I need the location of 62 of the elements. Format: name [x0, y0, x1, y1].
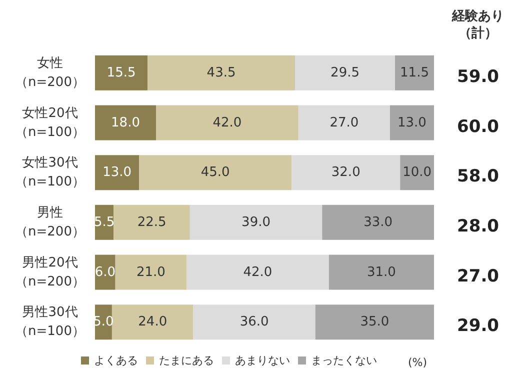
bar	[148, 55, 296, 90]
data-label: 33.0	[364, 214, 393, 230]
bar	[112, 304, 194, 340]
bar	[390, 105, 434, 140]
data-label: 21.0	[136, 264, 166, 280]
data-label: 6.0	[94, 264, 116, 280]
data-label: 24.0	[138, 314, 168, 330]
data-label: 13.0	[102, 165, 132, 180]
y-tick-label: 女性（n=200）	[15, 56, 85, 90]
legend-label: あまりない	[235, 354, 290, 367]
data-label: 32.0	[331, 165, 360, 180]
bar	[95, 155, 140, 190]
legend-label: たまにある	[159, 354, 214, 367]
y-tick-label: 女性30代（n=100）	[15, 156, 85, 190]
data-label: 10.0	[402, 165, 432, 180]
bar	[186, 254, 329, 290]
text: 27.0	[457, 266, 500, 286]
text: 58.0	[457, 166, 500, 187]
data-label: 35.0	[360, 314, 390, 330]
text: 59.0	[457, 66, 500, 87]
bar	[328, 254, 434, 290]
y-tick-label: 男性30代（n=100）	[15, 305, 85, 340]
bar	[292, 155, 400, 190]
bar	[315, 304, 434, 340]
bar	[190, 204, 322, 240]
legend-label: よくある	[94, 354, 138, 367]
y-tick-label: 男性20代（n=200）	[15, 255, 85, 290]
bar	[95, 55, 148, 90]
bar	[395, 55, 434, 90]
data-label: 22.5	[137, 214, 166, 230]
bar	[400, 155, 434, 190]
y-tick-label: 男性（n=200）	[15, 205, 85, 240]
data-label: 29.5	[330, 65, 360, 80]
bar	[114, 204, 190, 240]
data-label: 45.0	[200, 165, 230, 180]
data-label: 27.0	[330, 115, 359, 130]
text: 経験あり（計）	[451, 9, 504, 41]
legend-label: まったくない	[311, 354, 377, 367]
data-label: 5.5	[94, 214, 115, 230]
text: 28.0	[457, 216, 500, 236]
data-label: 43.5	[206, 65, 236, 80]
bar	[193, 304, 316, 340]
y-tick-label: 女性20代（n=100）	[15, 106, 85, 140]
bar	[322, 204, 434, 240]
data-label: 39.0	[242, 214, 270, 230]
data-label: 11.5	[400, 65, 429, 80]
data-label: 31.0	[366, 264, 396, 280]
data-label: 15.5	[106, 65, 136, 80]
data-label: 18.0	[111, 115, 140, 130]
data-label: 13.0	[397, 115, 426, 130]
bar	[295, 55, 396, 90]
bar	[156, 105, 298, 140]
bar	[115, 254, 187, 290]
bar	[298, 105, 390, 140]
text: 29.0	[457, 316, 500, 336]
x-axis-title: (%)	[408, 356, 428, 369]
data-label: 42.0	[212, 115, 242, 130]
data-label: 42.0	[243, 264, 272, 280]
bar	[139, 155, 292, 190]
data-label: 36.0	[240, 314, 269, 330]
text: 60.0	[457, 116, 500, 137]
bar	[95, 105, 156, 140]
